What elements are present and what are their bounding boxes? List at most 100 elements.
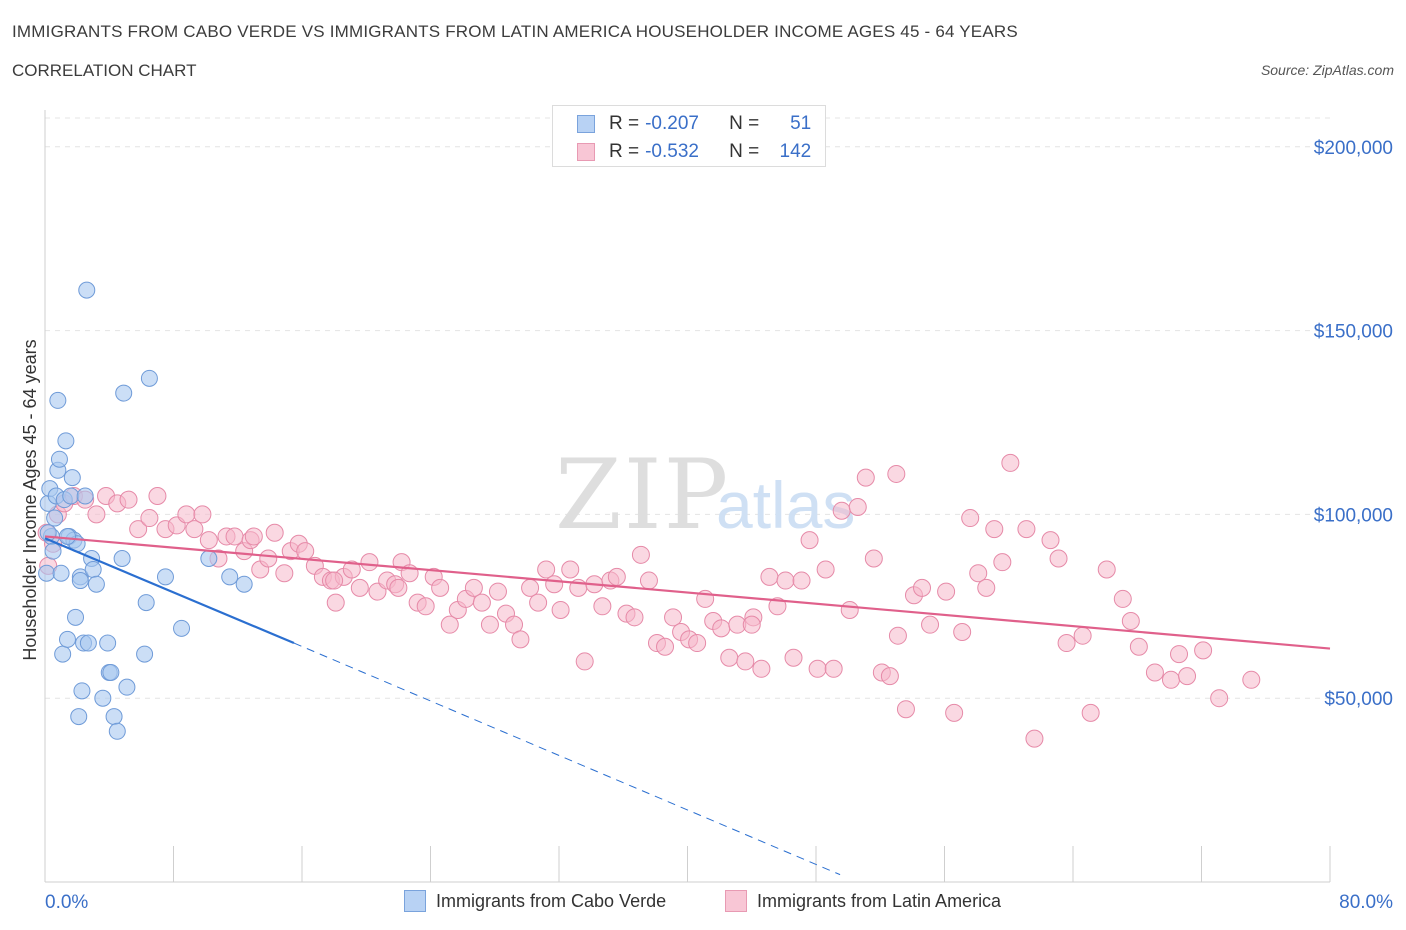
latin-america-point (529, 593, 548, 612)
cabo-verde-point (73, 682, 91, 700)
source-label: Source: ZipAtlas.com (1260, 62, 1394, 78)
latin-america-point (1081, 703, 1100, 722)
latin-america-point (1242, 670, 1261, 689)
latin-america-point (977, 578, 996, 597)
latin-america-point (1073, 626, 1092, 645)
latin-america-point (742, 615, 761, 634)
n-label: N = (729, 113, 760, 134)
legend-item-cabo-verde[interactable]: Immigrants from Cabo Verde (404, 890, 666, 912)
cabo-verde-point (39, 524, 57, 542)
stats-legend: R = -0.207 N = 51 R = -0.532 N = 142 (552, 105, 826, 167)
latin-america-point (325, 571, 344, 590)
latin-america-point (225, 527, 244, 546)
x-tick-label-end: 80.0% (1339, 892, 1393, 913)
cabo-verde-point (49, 391, 67, 409)
cabo-verde-point (94, 689, 112, 707)
y-tick-label: $100,000 (1314, 505, 1393, 526)
latin-america-point (832, 501, 851, 520)
latin-america-point (784, 648, 803, 667)
latin-america-point (768, 597, 787, 616)
y-tick-labels: $50,000 $100,000 $150,000 $200,000 (1314, 138, 1393, 710)
latin-america-point (752, 659, 771, 678)
latin-america-point (561, 560, 580, 579)
latin-america-point (350, 578, 369, 597)
latin-america-point (129, 520, 148, 539)
cabo-verde-point (58, 527, 76, 545)
latin-america-point (993, 553, 1012, 572)
stats-legend-row-cabo-verde: R = -0.207 N = 51 (577, 113, 811, 135)
latin-america-point (511, 630, 530, 649)
cabo-verde-point (108, 722, 126, 740)
latin-america-point (296, 542, 315, 561)
cabo-verde-legend-swatch (404, 890, 426, 912)
latin-america-point (1161, 670, 1180, 689)
cabo-verde-point (62, 487, 80, 505)
latin-america-point (537, 560, 556, 579)
cabo-verde-point (105, 708, 123, 726)
latin-america-point (712, 619, 731, 638)
latin-america-point (551, 600, 570, 619)
latin-america-point (1121, 611, 1140, 630)
latin-america-point (480, 615, 499, 634)
latin-america-point (961, 509, 980, 528)
latin-america-point (360, 553, 379, 572)
latin-america-point (639, 571, 658, 590)
x-tick-labels: 0.0% 80.0% (45, 892, 1393, 913)
latin-america-point (1041, 531, 1060, 550)
latin-america-point (848, 498, 867, 517)
latin-america-point (1194, 641, 1213, 660)
x-tick-label-start: 0.0% (45, 892, 88, 913)
latin-america-point (265, 523, 284, 542)
cabo-verde-point (78, 281, 96, 299)
latin-america-legend-swatch (725, 890, 747, 912)
latin-america-point (488, 582, 507, 601)
latin-america-point (244, 527, 263, 546)
latin-america-point (776, 571, 795, 590)
cabo-verde-point (79, 634, 97, 652)
latin-america-point (824, 659, 843, 678)
latin-america-point (148, 487, 167, 505)
n-value: 51 (790, 113, 812, 134)
latin-america-point (1001, 453, 1020, 472)
latin-america-point (416, 597, 435, 616)
legend-item-latin-america[interactable]: Immigrants from Latin America (725, 890, 1001, 912)
latin-america-point (913, 578, 932, 597)
trend-lines (44, 535, 1331, 876)
n-label: N = (729, 141, 760, 162)
latin-america-point (816, 560, 835, 579)
latin-america-point (800, 531, 819, 550)
latin-america-point (969, 564, 988, 583)
cabo-verde-point (115, 384, 133, 402)
latin-america-point (431, 578, 450, 597)
latin-america-point (342, 560, 361, 579)
latin-america-point (1025, 729, 1044, 748)
cabo-verde-point (221, 568, 239, 586)
latin-america-point (389, 578, 408, 597)
cabo-verde-trend-extension (293, 642, 841, 876)
cabo-verde-point (76, 487, 94, 505)
cabo-verde-point (102, 663, 120, 681)
cabo-verde-point (156, 568, 174, 586)
latin-america-point (199, 531, 218, 550)
y-tick-label: $150,000 (1314, 322, 1393, 343)
cabo-verde-point (137, 594, 155, 612)
latin-america-point (953, 623, 972, 642)
cabo-verde-points (38, 281, 253, 740)
latin-america-point (921, 615, 940, 634)
r-value: -0.532 (645, 141, 699, 162)
latin-america-point (472, 593, 491, 612)
latin-america-point (736, 652, 755, 671)
cabo-verde-point (52, 564, 70, 582)
cabo-verde-point (67, 608, 85, 626)
r-label: R = (609, 141, 640, 162)
chart-subtitle: CORRELATION CHART (12, 61, 197, 80)
latin-america-point (896, 700, 915, 719)
y-tick-label: $50,000 (1324, 689, 1393, 710)
latin-america-point (259, 549, 278, 568)
latin-america-point (688, 634, 707, 653)
stats-legend-row-latin-america: R = -0.532 N = 142 (577, 141, 811, 163)
grid-lines (45, 117, 1330, 699)
cabo-verde-point (118, 678, 136, 696)
watermark-zip: ZIP (555, 439, 730, 551)
